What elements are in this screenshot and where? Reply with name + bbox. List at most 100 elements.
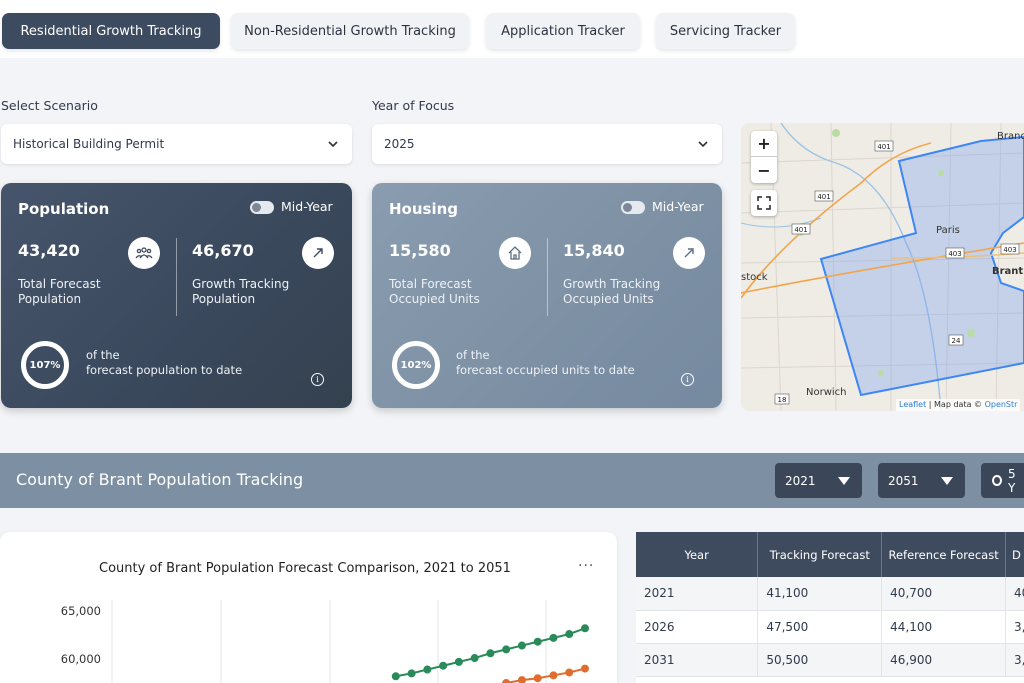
info-icon[interactable]: i — [681, 373, 694, 386]
housing-tracking-value: 15,840 — [563, 241, 625, 260]
trend-arrow-icon — [302, 237, 334, 269]
series-point-0 — [517, 641, 526, 650]
table-header: Reference Forecast — [881, 532, 1007, 577]
housing-mid-year-label: Mid-Year — [652, 199, 704, 214]
top-tab-bar: Residential Growth Tracking Non-Resident… — [0, 0, 1024, 58]
series-point-1 — [533, 674, 542, 683]
card-divider — [547, 238, 548, 316]
table-cell: 2026 — [636, 610, 759, 644]
road-shield: 401 — [817, 193, 830, 201]
triangle-down-icon — [838, 477, 850, 485]
tab-non-residential-growth-tracking[interactable]: Non-Residential Growth Tracking — [231, 13, 469, 49]
table-cell: 47,500 — [757, 610, 883, 644]
table-cell: 44,100 — [881, 610, 1007, 644]
y-tick-label: 60,000 — [61, 652, 101, 666]
place-label: Brant — [992, 266, 1023, 277]
table-header: D Re — [1005, 532, 1024, 577]
series-point-0 — [581, 624, 589, 633]
forecast-table: Year Tracking Forecast Reference Forecas… — [636, 532, 1024, 683]
table-cell: 50,500 — [757, 643, 883, 677]
series-point-0 — [470, 654, 479, 663]
series-point-1 — [581, 664, 589, 673]
fullscreen-button[interactable] — [751, 190, 777, 216]
series-point-0 — [533, 637, 542, 646]
housing-percent-text: of the forecast occupied units to date — [456, 348, 635, 377]
zoom-control: + − — [751, 131, 777, 183]
housing-tracking-label: Growth Tracking Occupied Units — [563, 277, 661, 306]
series-point-0 — [486, 649, 495, 658]
series-point-0 — [549, 633, 558, 642]
housing-forecast-value: 15,580 — [389, 241, 451, 260]
series-point-1 — [565, 668, 574, 677]
start-year-dropdown[interactable]: 2021 — [775, 463, 862, 498]
year-of-focus-label: Year of Focus — [372, 98, 455, 113]
population-tracking-value: 46,670 — [192, 241, 254, 260]
place-label: Paris — [936, 225, 960, 236]
tab-application-tracker[interactable]: Application Tracker — [486, 13, 640, 49]
scenario-select[interactable]: Historical Building Permit — [1, 124, 352, 164]
year-of-focus-select[interactable]: 2025 — [372, 124, 722, 164]
tab-residential-growth-tracking[interactable]: Residential Growth Tracking — [2, 13, 220, 49]
population-mid-year-toggle[interactable] — [250, 201, 274, 214]
map-attribution: Leaflet | Map data © OpenStr — [896, 399, 1021, 411]
table-row: 2031 50,500 46,900 3,6 — [636, 643, 1024, 677]
road-shield: 403 — [948, 250, 961, 258]
chevron-down-icon — [328, 141, 338, 148]
series-point-0 — [454, 657, 463, 666]
table-header: Year — [636, 532, 759, 577]
series-point-0 — [502, 645, 511, 654]
forecast-chart: 65,000 60,000 — [61, 600, 589, 683]
place-label: Norwich — [806, 387, 847, 398]
table-row: 2021 41,100 40,700 40 — [636, 577, 1024, 611]
table-cell: 46,900 — [881, 643, 1007, 677]
interval-radio[interactable]: 5 Y — [981, 463, 1024, 498]
table-cell: 40 — [1005, 577, 1024, 611]
series-point-0 — [439, 661, 448, 670]
series-point-1 — [502, 679, 511, 683]
population-forecast-label: Total Forecast Population — [18, 277, 101, 306]
population-tracking-label: Growth Tracking Population — [192, 277, 290, 306]
table-cell: 41,100 — [757, 577, 883, 611]
table-cell: 3,6 — [1005, 643, 1024, 677]
table-cell: 3,4 — [1005, 610, 1024, 644]
zoom-in-button[interactable]: + — [751, 131, 777, 157]
end-year-dropdown[interactable]: 2051 — [878, 463, 965, 498]
table-cell: 2031 — [636, 643, 759, 677]
road-shield: 401 — [794, 226, 807, 234]
year-of-focus-value: 2025 — [384, 137, 415, 151]
house-icon — [499, 237, 531, 269]
table-header: Tracking Forecast — [757, 532, 883, 577]
series-point-0 — [391, 672, 400, 681]
leaflet-link[interactable]: Leaflet — [899, 400, 927, 409]
map-canvas: 401 401 401 403 403 24 18 Brand Paris Br… — [741, 123, 1024, 411]
trend-arrow-icon — [673, 237, 705, 269]
road-shield: 24 — [952, 337, 961, 345]
road-shield: 401 — [877, 143, 890, 151]
series-point-0 — [565, 630, 574, 639]
series-point-0 — [407, 669, 416, 678]
series-point-0 — [423, 665, 432, 674]
openstreetmap-link[interactable]: OpenStr — [984, 400, 1018, 409]
tab-servicing-tracker[interactable]: Servicing Tracker — [656, 13, 795, 49]
chart-menu-button[interactable]: ··· — [578, 558, 595, 574]
series-point-1 — [517, 676, 526, 683]
housing-mid-year-toggle[interactable] — [621, 201, 645, 214]
forecast-chart-card — [0, 532, 617, 683]
population-percent-ring: 107% — [21, 341, 69, 389]
radio-circle-icon — [992, 475, 1002, 486]
place-label: stock — [741, 272, 768, 283]
y-tick-label: 65,000 — [61, 604, 101, 618]
chart-title: County of Brant Population Forecast Comp… — [99, 561, 511, 576]
table-cell: 40,700 — [881, 577, 1007, 611]
population-forecast-value: 43,420 — [18, 241, 80, 260]
housing-card-title: Housing — [389, 200, 459, 218]
population-card-title: Population — [18, 200, 110, 218]
housing-forecast-label: Total Forecast Occupied Units — [389, 277, 480, 306]
map-view[interactable]: 401 401 401 403 403 24 18 Brand Paris Br… — [741, 123, 1024, 411]
place-label: Brand — [997, 131, 1024, 142]
section-title: County of Brant Population Tracking — [16, 470, 304, 489]
info-icon[interactable]: i — [311, 373, 324, 386]
zoom-out-button[interactable]: − — [757, 160, 771, 180]
housing-percent-ring: 102% — [392, 341, 440, 389]
fullscreen-icon — [757, 196, 771, 210]
